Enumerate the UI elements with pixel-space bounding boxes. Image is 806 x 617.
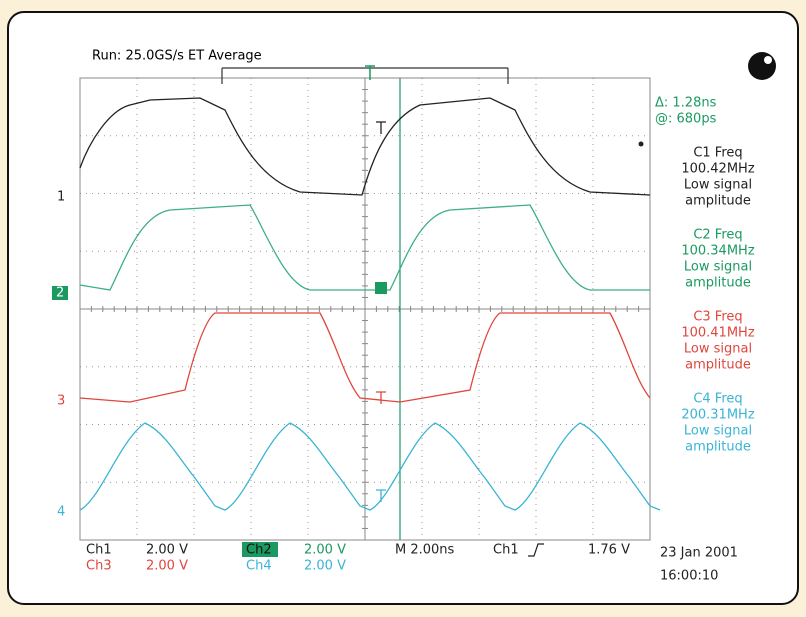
- ch1-scale: 2.00 V: [146, 543, 188, 558]
- ch4-scale: 2.00 V: [304, 559, 346, 574]
- ch2-label: Ch2: [246, 543, 272, 558]
- readout-note: Low signal: [684, 260, 752, 275]
- ch3-ref: [376, 391, 386, 404]
- ch1-trace: [79, 97, 651, 196]
- ch4-label: Ch4: [246, 559, 272, 574]
- ch3-marker: 3: [57, 394, 65, 409]
- readout-note: Low signal: [684, 342, 752, 357]
- ch4-trace: [79, 422, 661, 511]
- ch1-ref: [376, 121, 386, 134]
- graticule: [79, 77, 651, 540]
- ch2-scale: 2.00 V: [304, 543, 346, 558]
- ch1-marker: 1: [57, 190, 65, 205]
- trigger-source: Ch1: [493, 543, 519, 558]
- ch2-trace: [79, 204, 650, 291]
- readout-note: amplitude: [685, 194, 751, 209]
- readout-value: 100.34MHz: [681, 244, 754, 259]
- readout-value: 100.41MHz: [681, 326, 754, 341]
- ch3-trace: [79, 312, 651, 403]
- ch3-scale: 2.00 V: [146, 559, 188, 574]
- readout-note: amplitude: [685, 276, 751, 291]
- cursor-at: @: 680ps: [655, 112, 717, 127]
- readout-note: Low signal: [684, 424, 752, 439]
- ch4-marker: 4: [57, 505, 65, 520]
- graticule-border: [79, 77, 651, 541]
- trace-dot: [638, 141, 644, 147]
- ch4-ref: [376, 489, 386, 502]
- run-status: Run: 25.0GS/s ET Average: [92, 49, 262, 64]
- readout-label: C4 Freq: [693, 392, 742, 407]
- ch2-label-box: [242, 542, 278, 557]
- readout-label: C3 Freq: [693, 310, 742, 325]
- ch2-ref: [375, 282, 387, 294]
- ch2-marker: 2: [56, 286, 64, 301]
- readout-label: C2 Freq: [693, 228, 742, 243]
- time: 16:00:10: [660, 569, 718, 584]
- ch3-label: Ch3: [86, 559, 112, 574]
- cursor-delta: Δ: 1.28ns: [655, 96, 717, 111]
- date: 23 Jan 2001: [660, 546, 738, 561]
- trigger-slope: [528, 543, 544, 557]
- status-knob: [748, 52, 776, 80]
- readout-label: C1 Freq: [693, 146, 742, 161]
- panel: [7, 11, 799, 605]
- readout-value: 100.42MHz: [681, 162, 754, 177]
- readout-value: 200.31MHz: [681, 408, 754, 423]
- readout-note: Low signal: [684, 178, 752, 193]
- trigger-position: [365, 65, 375, 80]
- ch1-label: Ch1: [86, 543, 112, 558]
- readout-note: amplitude: [685, 358, 751, 373]
- record-bracket: [221, 67, 509, 84]
- ch2-marker-box: [52, 286, 68, 300]
- status-knob-highlight: [764, 56, 772, 64]
- timebase: M 2.00ns: [395, 543, 455, 558]
- readout-note: amplitude: [685, 440, 751, 455]
- trigger-level: 1.76 V: [588, 543, 630, 558]
